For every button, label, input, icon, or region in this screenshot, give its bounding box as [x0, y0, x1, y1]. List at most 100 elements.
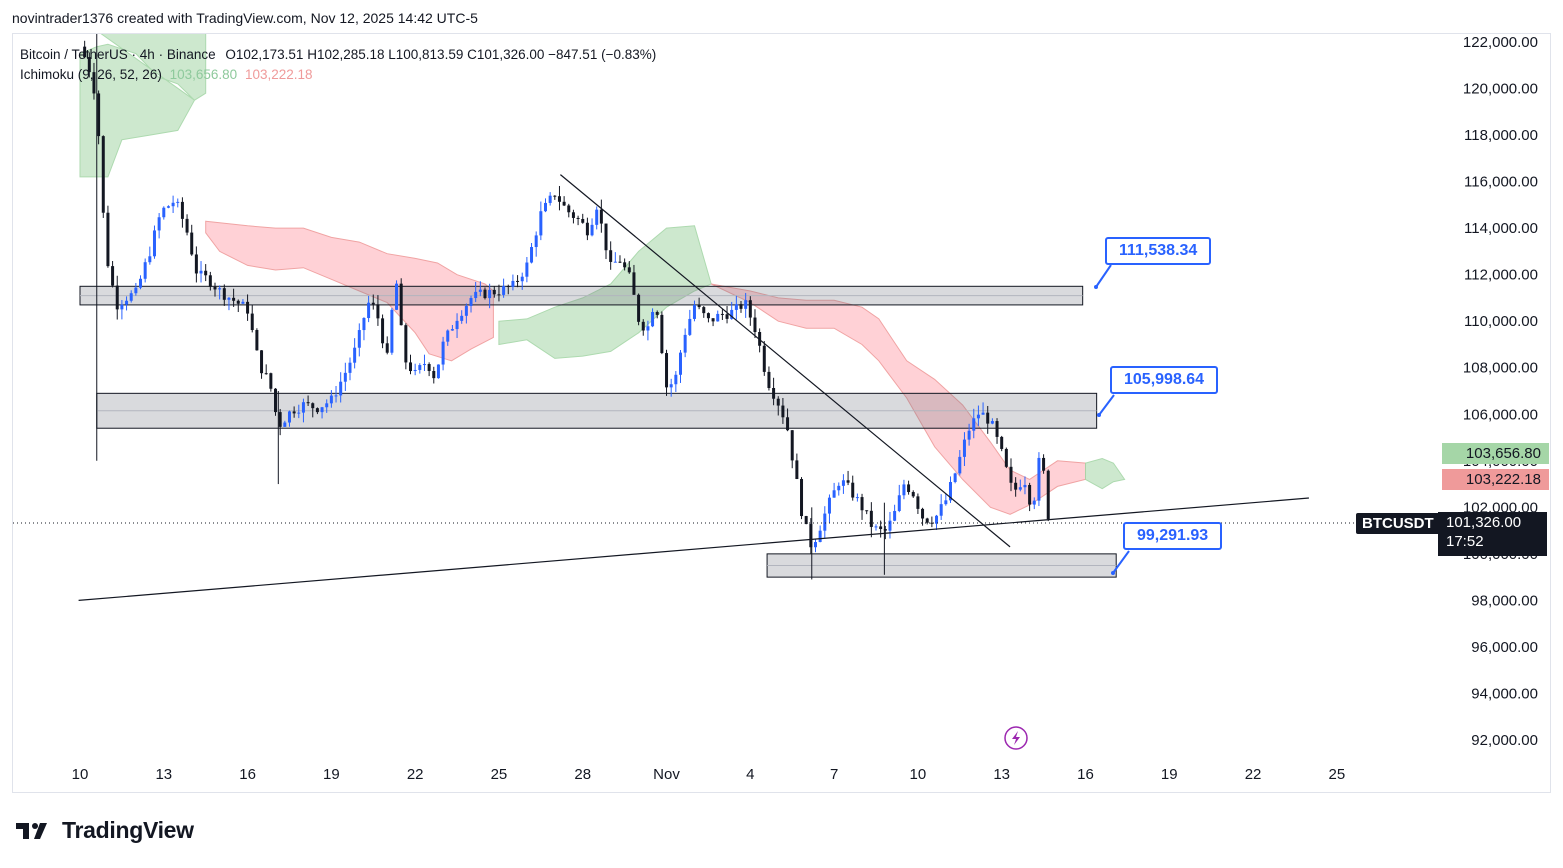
candle-body: [511, 280, 515, 287]
candle-body: [180, 201, 184, 219]
event-lightning-glyph: [1012, 731, 1020, 745]
candle-body: [855, 497, 859, 499]
candle-body: [260, 350, 264, 374]
tradingview-logo-icon: [16, 822, 47, 839]
candle-body: [939, 504, 943, 516]
candle-body: [409, 362, 413, 372]
indicator-value-b: 103,222.18: [244, 67, 313, 82]
candles: [83, 34, 1050, 580]
price-label-111538[interactable]: 111,538.34: [1105, 237, 1212, 265]
candle-body: [921, 508, 925, 519]
candle-body: [246, 301, 250, 314]
candle-body: [162, 207, 166, 218]
candle-body: [874, 526, 878, 528]
candle-body: [888, 520, 892, 531]
candle-body: [632, 272, 636, 295]
candle-body: [274, 388, 278, 413]
candle-body: [129, 293, 133, 301]
candle-body: [576, 217, 580, 219]
candle-body: [613, 261, 617, 263]
candle-body: [753, 317, 757, 333]
y-tick-label: 114,000.00: [1464, 220, 1538, 237]
candle-body: [1028, 484, 1032, 505]
candle-body: [599, 209, 603, 224]
candle-body: [362, 318, 366, 331]
candle-body: [143, 262, 147, 279]
x-tick-label: 25: [1329, 766, 1346, 783]
candle-body: [399, 283, 403, 326]
candle-body: [925, 518, 929, 523]
candle-body: [986, 412, 990, 424]
candle-body: [395, 283, 399, 310]
candle-body: [981, 412, 985, 415]
candle-body: [762, 345, 766, 372]
candle-body: [502, 286, 506, 295]
candle-body: [976, 414, 980, 419]
symbol-tag: BTCUSDT: [1356, 513, 1440, 534]
price-chart[interactable]: 122,000.00 120,000.00 118,000.00 116,000.00…: [13, 34, 1552, 794]
y-tick-label: 112,000.00: [1464, 267, 1538, 284]
candle-body: [683, 334, 687, 353]
candle-body: [1042, 457, 1046, 471]
x-tick-label: 10: [72, 766, 89, 783]
candle-body: [902, 484, 906, 496]
candle-body: [204, 270, 208, 276]
x-tick-label: 25: [491, 766, 508, 783]
candle-body: [841, 480, 845, 486]
candle-body: [669, 384, 673, 388]
candle-body: [948, 482, 952, 501]
symbol-title[interactable]: Bitcoin / TetherUS · 4h · Binance: [20, 47, 216, 62]
candle-body: [1037, 457, 1041, 501]
y-tick-label: 96,000.00: [1471, 639, 1538, 656]
candle-body: [427, 364, 431, 372]
candle-body: [464, 305, 468, 316]
candle-body: [548, 195, 552, 203]
y-tick-label: 106,000.00: [1463, 406, 1538, 423]
candle-body: [422, 364, 426, 366]
candle-body: [227, 297, 231, 300]
candle-body: [199, 270, 203, 274]
candle-body: [1014, 482, 1018, 490]
chart-frame[interactable]: 122,000.00 120,000.00 118,000.00 116,000.00…: [12, 33, 1551, 793]
x-tick-label: 10: [910, 766, 927, 783]
callout-pointer: [1112, 550, 1130, 574]
candle-body: [935, 515, 939, 524]
x-tick-label: Nov: [653, 766, 680, 783]
candle-body: [218, 288, 222, 290]
candle-body: [339, 381, 343, 396]
x-tick-label: 4: [746, 766, 754, 783]
candle-body: [236, 300, 240, 304]
candle-body: [241, 301, 245, 304]
candle-body: [772, 388, 776, 399]
candle-body: [990, 421, 994, 424]
candle-body: [213, 286, 217, 290]
candle-body: [544, 202, 547, 212]
indicator-value-a: 103,656.80: [169, 67, 238, 82]
candle-body: [87, 57, 91, 73]
candle-body: [604, 223, 608, 251]
candle-body: [800, 479, 804, 517]
candle-body: [1000, 436, 1004, 449]
bar-countdown: 17:52: [1446, 533, 1484, 550]
candle-body: [879, 526, 883, 530]
candle-body: [325, 403, 329, 408]
candle-body: [115, 285, 119, 310]
candle-body: [883, 529, 887, 531]
candle-body: [1032, 500, 1036, 505]
indicator-name[interactable]: Ichimoku (9, 26, 52, 26): [20, 67, 162, 82]
ichimoku-cloud-green: [1085, 457, 1126, 490]
tradingview-logo[interactable]: TradingView: [16, 817, 194, 844]
candle-body: [767, 371, 771, 389]
candle-body: [166, 206, 170, 208]
candle-body: [171, 202, 175, 207]
candle-body: [795, 460, 799, 480]
candle-body: [329, 395, 333, 404]
ichimoku-cloud-green: [498, 225, 712, 359]
price-label-105998[interactable]: 105,998.64: [1110, 366, 1219, 394]
candle-body: [306, 402, 310, 404]
y-tick-label: 116,000.00: [1464, 174, 1538, 191]
candle-body: [744, 300, 748, 309]
candle-body: [371, 302, 375, 305]
price-label-99291[interactable]: 99,291.93: [1123, 522, 1223, 550]
candle-body: [623, 262, 627, 268]
